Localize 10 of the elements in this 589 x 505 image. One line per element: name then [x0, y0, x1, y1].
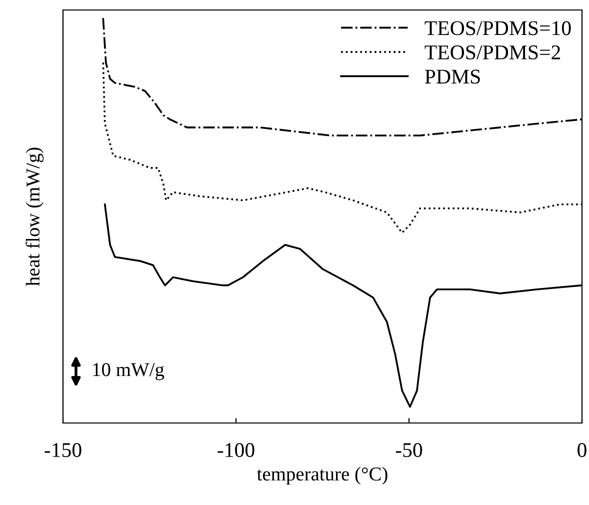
- x-tick-label: -100: [218, 443, 254, 458]
- x-tick-label: -50: [396, 443, 422, 458]
- annotation: 10 mW/g: [93, 363, 164, 380]
- legend-label: TEOS/PDMS=10: [424, 21, 571, 36]
- legend-label: PDMS: [424, 70, 480, 84]
- x-tick-label: -150: [44, 443, 82, 458]
- x-axis-title: temperature (°C): [256, 466, 388, 485]
- legend-label: TEOS/PDMS=2: [424, 45, 560, 60]
- x-tick-label: 0: [578, 443, 586, 458]
- y-axis-title: heat flow (mW/g): [26, 148, 44, 286]
